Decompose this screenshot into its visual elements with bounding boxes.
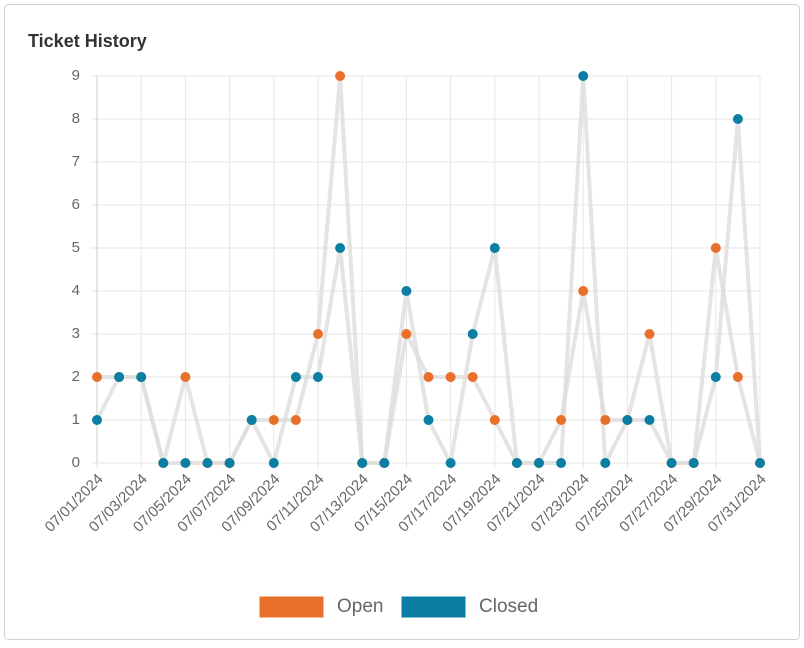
point xyxy=(755,458,765,468)
point xyxy=(180,372,191,382)
y-tick-label: 2 xyxy=(72,368,80,385)
point xyxy=(489,415,500,425)
y-tick-label: 6 xyxy=(72,196,80,213)
point xyxy=(136,372,147,382)
legend-label: Open xyxy=(337,596,383,617)
chart-title: Ticket History xyxy=(28,31,147,51)
point xyxy=(511,458,522,468)
y-tick-label: 8 xyxy=(72,110,80,127)
point xyxy=(335,71,346,81)
point xyxy=(202,458,213,468)
point xyxy=(710,372,721,382)
point xyxy=(92,415,102,425)
point xyxy=(92,372,102,382)
point xyxy=(423,415,434,425)
point xyxy=(622,415,633,425)
point xyxy=(534,458,544,468)
point xyxy=(445,458,456,468)
point xyxy=(489,243,500,253)
point xyxy=(313,372,323,382)
point xyxy=(180,458,191,468)
point xyxy=(114,372,125,382)
point xyxy=(246,415,257,425)
y-tick-label: 1 xyxy=(72,411,80,428)
point xyxy=(666,458,677,468)
point xyxy=(600,415,611,425)
point xyxy=(290,372,301,382)
point xyxy=(578,71,589,81)
legend-label: Closed xyxy=(479,596,538,617)
point xyxy=(688,458,699,468)
y-tick-label: 3 xyxy=(72,325,80,342)
point xyxy=(268,458,279,468)
y-tick-label: 4 xyxy=(72,282,80,299)
point xyxy=(445,372,456,382)
point xyxy=(224,458,235,468)
point xyxy=(401,329,412,339)
y-tick-label: 7 xyxy=(72,153,80,170)
point xyxy=(556,458,567,468)
point xyxy=(644,415,655,425)
point xyxy=(732,372,743,382)
point xyxy=(357,458,368,468)
point xyxy=(423,372,434,382)
point xyxy=(335,243,346,253)
point xyxy=(401,286,412,296)
point xyxy=(290,415,301,425)
point xyxy=(313,329,323,339)
legend-swatch xyxy=(400,595,467,619)
y-tick-label: 0 xyxy=(72,454,80,471)
point xyxy=(644,329,655,339)
point xyxy=(467,329,478,339)
y-tick-label: 5 xyxy=(72,239,80,256)
point xyxy=(710,243,721,253)
point xyxy=(268,415,279,425)
point xyxy=(732,114,743,124)
point xyxy=(578,286,589,296)
legend-swatch xyxy=(258,595,325,619)
point xyxy=(556,415,567,425)
point xyxy=(467,372,478,382)
point xyxy=(158,458,169,468)
point xyxy=(600,458,611,468)
point xyxy=(379,458,390,468)
y-tick-label: 9 xyxy=(72,67,80,84)
